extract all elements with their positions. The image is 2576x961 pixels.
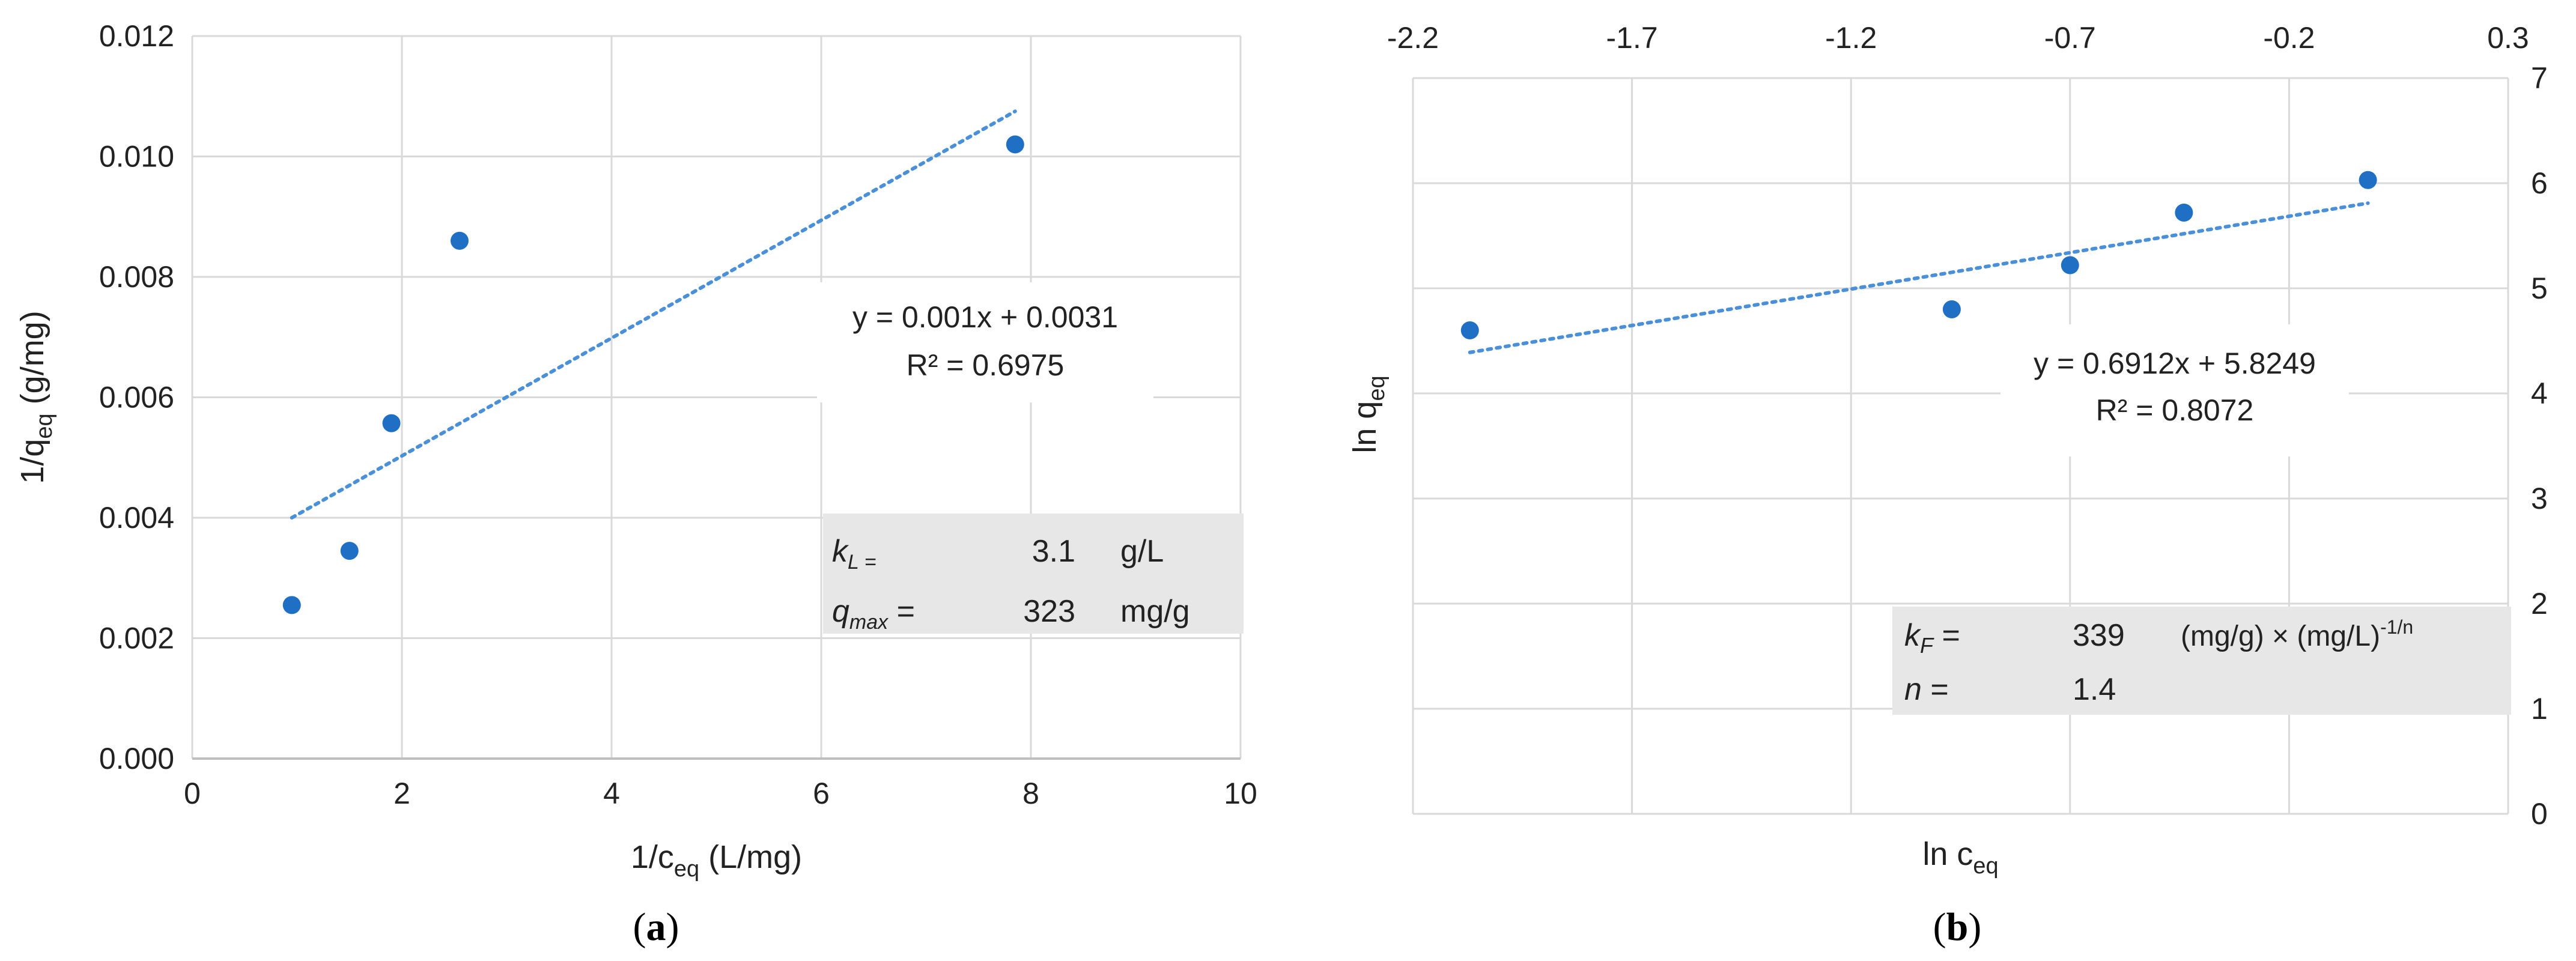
parameter-unit: (mg/g) × (mg/L)-1/n	[2181, 616, 2413, 652]
data-point	[1460, 321, 1479, 339]
y-axis-title-subscript: eq	[1364, 375, 1390, 401]
x-tick-label: -2.2	[1387, 21, 1439, 55]
x-tick-label: -0.2	[2263, 21, 2315, 55]
parameter-unit-superscript: -1/n	[2380, 616, 2413, 638]
data-point	[2061, 256, 2079, 274]
parameter-unit: mg/g	[1120, 594, 1190, 629]
r-squared-label: R² = 0.8072	[2096, 393, 2254, 427]
parameter-symbol: qmax =	[832, 594, 915, 634]
parameter-value: 339	[2073, 618, 2125, 653]
x-tick-label: 8	[1022, 777, 1039, 810]
y-axis-title: ln qeq	[1347, 375, 1390, 453]
y-tick-label: 0.000	[99, 742, 174, 775]
y-tick-label: 0	[2531, 797, 2548, 831]
parameter-symbol-main: q	[832, 594, 849, 629]
x-axis-title-subscript: eq	[674, 856, 699, 882]
equation-box	[817, 282, 1153, 402]
panel-label-open: (	[633, 905, 646, 949]
x-tick-label: 6	[813, 777, 830, 810]
x-tick-label: -1.7	[1606, 21, 1658, 55]
data-point	[382, 414, 401, 432]
parameter-symbol-subscript: F	[1920, 633, 1934, 658]
parameter-table	[1892, 607, 2511, 715]
parameter-symbol-equals: =	[1922, 672, 1949, 707]
y-tick-label: 3	[2531, 482, 2548, 515]
parameter-symbol-subscript: max	[849, 611, 889, 634]
parameter-symbol-main: k	[1904, 618, 1922, 653]
parameter-table	[823, 514, 1244, 634]
y-tick-label: 2	[2531, 587, 2548, 620]
y-tick-label: 0.008	[99, 260, 174, 294]
data-point	[340, 542, 359, 560]
y-tick-label: 0.002	[99, 622, 174, 655]
data-point	[1006, 135, 1024, 154]
trendline	[1468, 201, 2370, 354]
x-axis-title-main: ln c	[1922, 836, 1973, 872]
data-point	[282, 596, 301, 614]
x-tick-label: 2	[393, 777, 410, 810]
data-point	[1942, 300, 1961, 318]
x-tick-label: -1.2	[1825, 21, 1877, 55]
x-axis-title: 1/ceq (L/mg)	[631, 839, 802, 882]
trendline	[290, 109, 1017, 520]
parameter-symbol-equals: =	[888, 594, 915, 629]
parameter-unit: g/L	[1120, 534, 1164, 569]
r-squared-label: R² = 0.6975	[907, 348, 1065, 382]
parameter-unit-main: (mg/g) × (mg/L)	[2181, 620, 2380, 652]
parameter-value: 323	[1023, 594, 1075, 629]
x-tick-label: -0.7	[2044, 21, 2096, 55]
panel-label-a: (a)	[633, 905, 679, 949]
chart-panel-a: 0 2 4 6 8 10 0.000 0.002 0.004 0.006 0.008 0.010 0.0…	[14, 19, 1257, 949]
y-tick-label: 0.010	[99, 140, 174, 174]
parameter-symbol: kL =	[832, 534, 876, 574]
parameter-symbol-main: n	[1904, 672, 1922, 707]
y-tick-label: 7	[2531, 61, 2548, 95]
panel-label-close: )	[1968, 905, 1981, 949]
x-tick-label: 10	[1224, 777, 1257, 810]
y-tick-label: 0.012	[99, 19, 174, 53]
x-axis-title: ln ceq	[1922, 836, 1998, 879]
trendline-equation: y = 0.001x + 0.0031	[852, 300, 1118, 334]
x-tick-label: 0	[184, 777, 201, 810]
data-point	[2175, 204, 2193, 222]
x-axis-title-subscript: eq	[1973, 853, 1998, 879]
panel-label-b: (b)	[1933, 905, 1982, 949]
panel-label-letter: b	[1946, 905, 1969, 949]
y-tick-label: 1	[2531, 692, 2548, 726]
panel-label-close: )	[666, 905, 679, 949]
panel-label-open: (	[1933, 905, 1946, 949]
parameter-value: 3.1	[1032, 534, 1075, 569]
parameter-symbol-subscript: L =	[848, 551, 876, 574]
y-axis-title: 1/qeq (g/mg)	[14, 311, 57, 484]
trendline-equation: y = 0.6912x + 5.8249	[2034, 347, 2316, 380]
parameter-symbol: n =	[1904, 672, 1949, 707]
y-axis-title-unit: (g/mg)	[14, 311, 50, 413]
x-axis-title-unit: (L/mg)	[699, 839, 802, 875]
y-tick-label: 5	[2531, 271, 2548, 305]
y-axis-title-main: 1/q	[14, 439, 50, 484]
y-tick-label: 6	[2531, 166, 2548, 200]
y-axis-title-subscript: eq	[32, 413, 57, 438]
data-point	[2359, 171, 2377, 189]
panel-label-letter: a	[646, 905, 666, 949]
x-tick-label: 0.3	[2487, 21, 2529, 55]
y-tick-label: 0.006	[99, 381, 174, 414]
x-tick-label: 4	[603, 777, 620, 810]
data-point	[450, 231, 469, 250]
parameter-symbol-main: k	[832, 534, 849, 569]
y-tick-label: 0.004	[99, 501, 174, 535]
parameter-symbol-equals: =	[1933, 618, 1960, 653]
parameter-value: 1.4	[2073, 672, 2116, 707]
parameter-symbol: kF =	[1904, 618, 1960, 658]
y-axis-title-main: ln q	[1347, 401, 1383, 453]
equation-box	[2000, 324, 2349, 456]
x-axis-title-main: 1/c	[631, 839, 674, 875]
y-tick-label: 4	[2531, 377, 2548, 410]
